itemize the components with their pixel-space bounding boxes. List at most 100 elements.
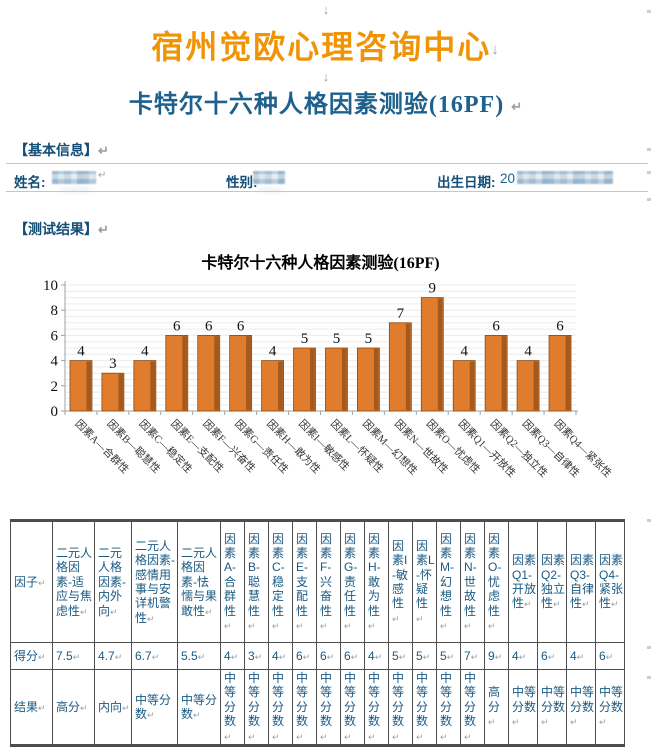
birthdate-value-partial: 20	[500, 171, 516, 186]
result-cell: 中等分数↵	[177, 669, 221, 746]
test-results-heading-text: 【测试结果】	[14, 221, 98, 237]
factor-name-cell: 二元人格因素-怯懦与果敢性↵	[177, 520, 221, 643]
factor-name-cell: 因素C-稳定性↵	[268, 520, 293, 643]
result-cell: 中等分数↵	[131, 669, 178, 746]
paragraph-mark: ↵	[611, 599, 619, 610]
result-cell: 高分↵	[52, 669, 95, 746]
factor-name-cell: 因素Q2-独立性↵	[537, 520, 567, 643]
y-tick-label: 8	[51, 303, 59, 319]
row-label-cell: 因子↵	[10, 520, 53, 643]
paragraph-mark: ↵	[254, 651, 263, 662]
page-title: 宿州觉欧心理咨询中心↓	[0, 22, 652, 68]
paragraph-mark: ↵	[547, 651, 556, 662]
bar-shade	[341, 348, 347, 411]
factor-name-cell: 因素A-合群性↵	[220, 520, 245, 643]
paragraph-mark: ↵	[272, 620, 280, 631]
bar-shade	[533, 361, 539, 411]
paragraph-mark: ↵	[416, 731, 424, 742]
bar-value-label: 5	[333, 331, 341, 347]
x-category-label: 因素H—敢为性	[264, 417, 323, 476]
score-cell: 4↵	[364, 642, 389, 670]
page-subtitle-text: 卡特尔十六种人格因素测验(16PF)	[128, 92, 505, 118]
bar-value-label: 4	[524, 344, 532, 360]
paragraph-mark: ↵	[224, 731, 232, 742]
paragraph-mark: ↵	[38, 577, 46, 588]
score-cell: 6.7↵	[131, 642, 178, 670]
result-cell: 中等分数↵	[292, 669, 317, 746]
basic-info-heading: 【基本信息】↵	[14, 140, 109, 160]
bar-value-label: 5	[365, 331, 373, 347]
result-cell: 中等分数↵	[537, 669, 567, 746]
x-category-label: 因素Q1—开放性	[456, 417, 519, 480]
paragraph-mark: ↵	[422, 651, 431, 662]
result-cell: 高分↵	[484, 669, 509, 746]
paragraph-mark: ↵	[151, 651, 160, 662]
result-cell: 内向↵	[94, 669, 132, 746]
bar-shade	[150, 361, 156, 411]
bar-value-label: 6	[173, 318, 181, 334]
bar-shade	[469, 361, 475, 411]
results-table: 因子↵ 二元人格因素-适应与焦虑性↵ 二元人格因素-内外向↵ 二元人格因素-感情用事与…	[10, 519, 625, 747]
bar-chart: 卡特尔十六种人格因素测验(16PF) 0 2 4 6 8 10 4 因素A—合群性 3 因素B—聪慧…	[30, 248, 650, 506]
margin-mark	[647, 10, 651, 13]
margin-mark	[647, 676, 651, 679]
bar-shade	[405, 323, 411, 411]
x-category-label: 因素Q2—独立性	[488, 417, 551, 480]
score-cell: 6↵	[292, 642, 317, 670]
paragraph-mark: ↵	[147, 709, 155, 720]
factor-name-cell: 因素H-敢为性↵	[364, 520, 389, 643]
y-tick-label: 10	[43, 278, 58, 294]
bar-shade	[437, 298, 443, 411]
result-cell: 中等分数↵	[412, 669, 437, 746]
paragraph-mark: ↵	[582, 599, 590, 610]
score-cell: 5.5↵	[177, 642, 221, 670]
divider	[6, 191, 648, 192]
paragraph-mark: ↵	[344, 731, 352, 742]
result-cell: 中等分数↵	[388, 669, 413, 746]
score-cell: 6↵	[340, 642, 365, 670]
birthdate-label: 出生日期:	[437, 175, 496, 190]
divider	[6, 163, 648, 164]
paragraph-mark: ↓	[322, 2, 330, 17]
score-cell: 6↵	[595, 642, 625, 670]
paragraph-mark: ↓	[491, 42, 501, 59]
paragraph-mark: ↵	[446, 651, 455, 662]
score-cell: 5↵	[412, 642, 437, 670]
margin-mark	[647, 198, 651, 201]
score-cell: 4↵	[220, 642, 245, 670]
table-row: 得分↵ 7.5↵ 4.7↵ 6.7↵ 5.5↵ 4↵ 3↵ 4↵ 6↵ 6↵ 6↵ 4↵ 5↵ 5↵ 5↵ 7…	[10, 642, 625, 670]
paragraph-mark: ↵	[80, 606, 88, 617]
bar-value-label: 4	[460, 344, 468, 360]
factor-name-cell: 因素E-支配性↵	[292, 520, 317, 643]
test-results-heading: 【测试结果】↵	[14, 219, 109, 239]
paragraph-mark: ↵	[344, 620, 352, 631]
score-cell: 4↵	[566, 642, 596, 670]
paragraph-mark: ↵	[110, 606, 118, 617]
redaction-smudge	[58, 187, 94, 193]
bar-shade	[246, 336, 251, 411]
result-cell: 中等分数↵	[244, 669, 269, 746]
factor-name-cell: 二元人格因素-内外向↵	[94, 520, 132, 643]
bar-value-label: 6	[205, 318, 213, 334]
paragraph-mark: ↵	[147, 613, 155, 624]
paragraph-mark: ↵	[302, 651, 311, 662]
paragraph-mark: ↵	[230, 651, 239, 662]
row-label-cell: 得分↵	[10, 642, 53, 670]
bar-shade	[310, 348, 315, 411]
bar-value-label: 3	[109, 356, 117, 372]
paragraph-mark: ↵	[440, 620, 448, 631]
result-cell: 中等分数↵	[364, 669, 389, 746]
bar-shade	[278, 361, 283, 411]
result-cell: 中等分数↵	[340, 669, 365, 746]
factor-name-cell: 因素M-幻想性↵	[436, 520, 461, 643]
paragraph-mark: ↵	[296, 620, 304, 631]
paragraph-mark: ↵	[570, 717, 578, 728]
redaction-smudge	[256, 187, 284, 193]
paragraph-mark: ↵	[374, 651, 383, 662]
margin-mark	[647, 148, 651, 151]
chart-title: 卡特尔十六种人格因素测验(16PF)	[201, 253, 439, 272]
basic-info-heading-text: 【基本信息】	[14, 142, 98, 158]
paragraph-mark: ↵	[320, 620, 328, 631]
result-cell: 中等分数↵	[436, 669, 461, 746]
paragraph-mark: ↵	[368, 731, 376, 742]
